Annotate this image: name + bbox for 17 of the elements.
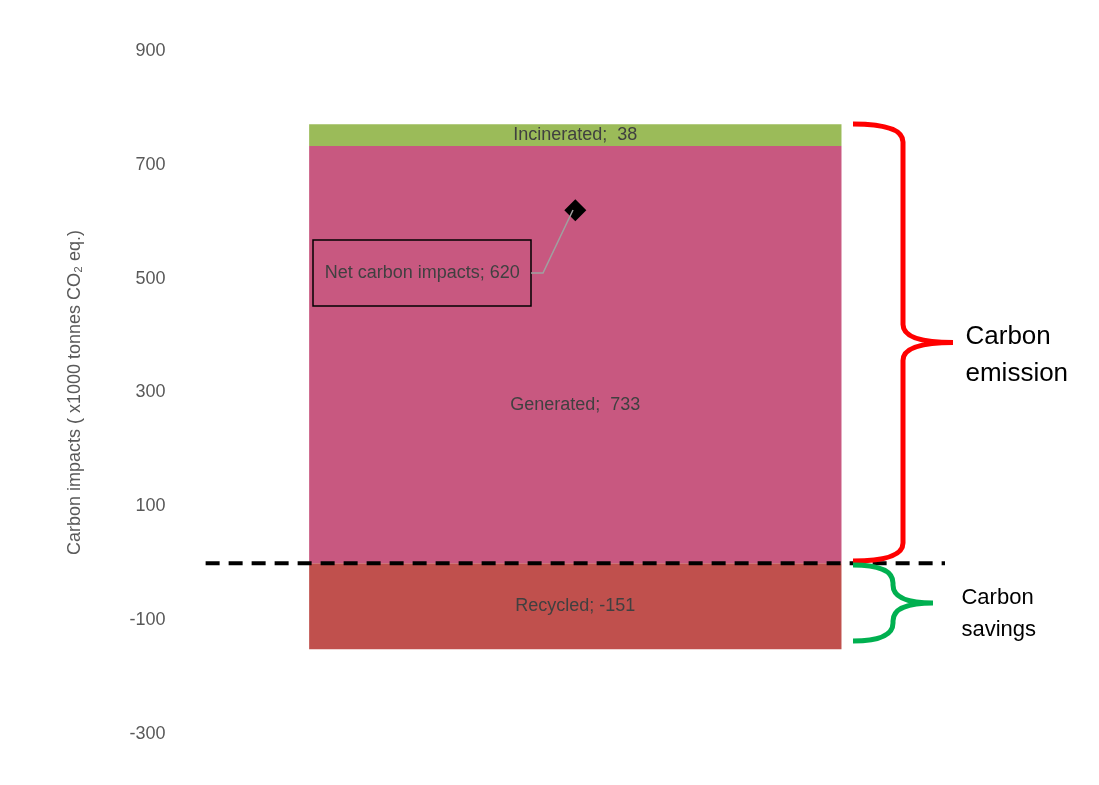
- y-tick-label: 100: [135, 495, 166, 516]
- data-label: Incinerated; 38: [513, 124, 638, 145]
- y-tick-label: 900: [135, 39, 166, 60]
- y-tick-label: 700: [135, 153, 166, 174]
- y-axis-title: Carbon impacts ( x1000 tonnes CO₂ eq.): [63, 229, 84, 556]
- bar: [309, 563, 842, 650]
- y-tick-label: 500: [135, 267, 166, 288]
- y-tick-label: -100: [129, 609, 166, 630]
- y-tick-label: -300: [129, 723, 166, 744]
- data-label: Recycled; -151: [515, 595, 636, 616]
- text: Carbon savings: [961, 583, 1038, 644]
- bar: [309, 145, 842, 564]
- bar: [309, 124, 842, 146]
- data-label: Generated; 733: [510, 393, 641, 414]
- data-label: Net carbon impacts; 620: [324, 262, 520, 283]
- text: Carbon emission: [965, 318, 1070, 390]
- y-tick-label: 300: [135, 381, 166, 402]
